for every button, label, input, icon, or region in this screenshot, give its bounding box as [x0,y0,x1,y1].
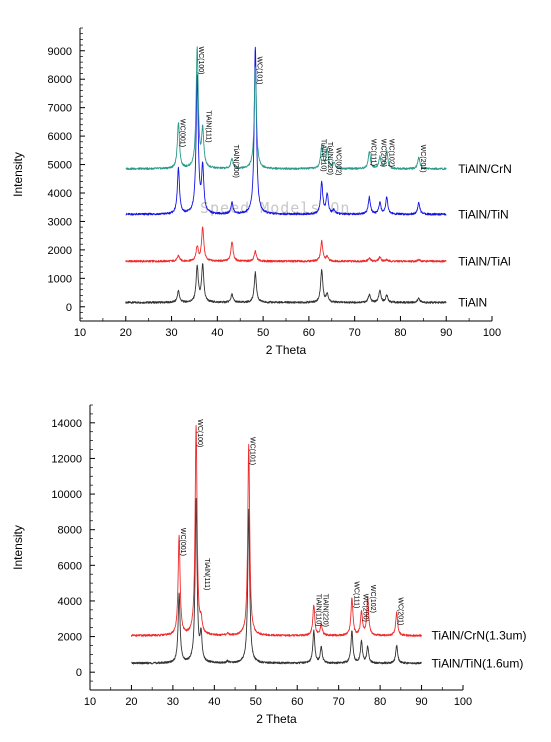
series-label: TiAlN/TiN [458,207,508,221]
x-tick-label: 10 [74,327,86,339]
y-tick-label: 5000 [48,160,72,172]
peak-annotation: WC(102) [388,139,395,167]
series-line [130,424,422,637]
y-tick-label: 14000 [51,418,82,430]
y-tick-label: 1000 [48,273,72,285]
x-tick-label: 30 [165,327,177,339]
y-tick-label: 0 [66,302,72,314]
x-tick-label: 60 [291,696,303,708]
x-tick-label: 20 [120,327,132,339]
peak-annotation: TiAlN(200) [232,145,239,178]
y-tick-label: 0 [76,667,82,679]
x-tick-label: 90 [440,327,452,339]
x-tick-label: 10 [84,696,96,708]
y-axis-title: Intensity [11,525,25,570]
y-tick-label: 7000 [48,103,72,115]
peak-annotation: WC(200) [379,139,386,167]
peak-annotation: WC(201) [397,597,404,625]
peak-annotation: TiAlN(220) [326,142,333,175]
peak-annotation: WC(001) [178,119,185,147]
series-label: TiAlN [458,296,487,310]
y-tick-label: 6000 [48,131,72,143]
y-tick-label: 4000 [48,188,72,200]
series-label: TiAlN/TiAl [458,254,510,268]
peak-annotation: TiAlN(111) [203,558,210,590]
peak-annotation: TiAlN(110) [315,594,322,627]
y-tick-label: 12000 [51,453,82,465]
peak-annotation: WC(101) [255,56,262,84]
peak-annotation: WC(201) [419,145,426,173]
x-tick-label: 80 [394,327,406,339]
series-label: TiAlN/TiN(1.6um) [432,656,524,670]
xrd-chart-2: 10 20 30 40 50 60 70 80 90 100 0 2000 4000 6000 8000 10… [11,404,527,726]
x-tick-label: 70 [333,696,345,708]
x-tick-label: 40 [211,327,223,339]
x-tick-label: 20 [125,696,137,708]
peak-annotation: TiAlN(110) [319,139,326,172]
series-label: TiAlN/CrN(1.3um) [432,629,527,643]
x-tick-label: 60 [303,327,315,339]
y-tick-label: 3000 [48,216,72,228]
series-line [125,46,447,171]
x-tick-label: 80 [374,696,386,708]
y-tick-label: 6000 [58,560,82,572]
peak-annotation: TiAlN(220) [322,594,329,627]
x-tick-label: 30 [167,696,179,708]
x-tick-label: 70 [349,327,361,339]
xrd-chart-1: 10 20 30 40 50 60 70 80 90 1000100020003000400050… [11,27,512,357]
x-tick-label: 90 [415,696,427,708]
peak-annotation: WC(111) [369,139,376,166]
y-tick-label: 10000 [51,489,82,501]
peak-annotation: WC(100) [196,419,203,447]
series-line [125,46,447,216]
x-tick-label: 40 [208,696,220,708]
peak-annotation: WC(001) [179,528,186,556]
y-axis-title: Intensity [11,152,25,197]
series-label: TiAlN/CrN [458,162,512,176]
peak-annotation: WC(100) [197,46,204,74]
x-axis-title: 2 Theta [256,712,297,726]
series-line [125,263,447,304]
x-tick-label: 100 [454,696,472,708]
x-tick-label: 50 [257,327,269,339]
y-tick-label: 8000 [48,74,72,86]
peak-annotation: TiAlN(111) [205,110,212,142]
y-tick-label: 8000 [58,525,82,537]
peak-annotation: WC(002) [335,147,342,175]
y-tick-label: 9000 [48,46,72,58]
x-axis-title: 2 Theta [266,343,307,357]
y-tick-label: 4000 [58,596,82,608]
peak-annotation: WC(200) [361,594,368,622]
peak-annotation: WC(111) [352,581,359,608]
x-tick-label: 50 [250,696,262,708]
peak-annotation: WC(102) [369,585,376,613]
peak-annotation: WC(101) [249,437,256,465]
y-tick-label: 2000 [58,632,82,644]
y-tick-label: 2000 [48,245,72,257]
series-line [125,226,447,263]
x-tick-label: 100 [483,327,501,339]
series-line [131,498,422,665]
